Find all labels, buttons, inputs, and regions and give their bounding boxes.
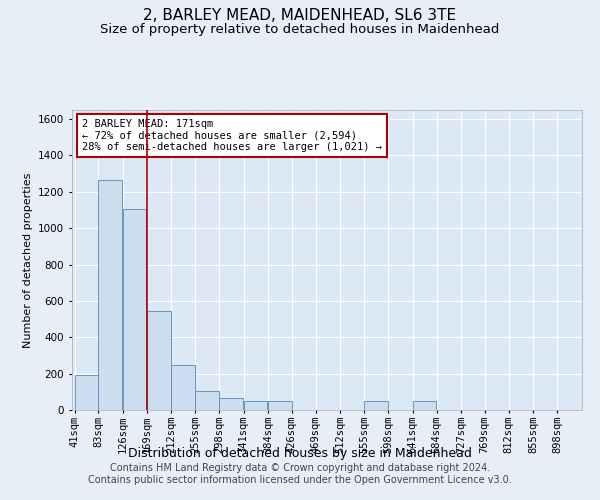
Bar [98, 180, 122, 410]
Bar [413, 401, 436, 410]
Text: Size of property relative to detached houses in Maidenhead: Size of property relative to detached ho… [100, 22, 500, 36]
Text: 2 BARLEY MEAD: 171sqm
← 72% of detached houses are smaller (2,594)
28% of semi-d: 2 BARLEY MEAD: 171sqm ← 72% of detached … [82, 119, 382, 152]
Text: Contains HM Land Registry data © Crown copyright and database right 2024.
Contai: Contains HM Land Registry data © Crown c… [88, 464, 512, 485]
Text: 2, BARLEY MEAD, MAIDENHEAD, SL6 3TE: 2, BARLEY MEAD, MAIDENHEAD, SL6 3TE [143, 8, 457, 22]
Bar [268, 401, 292, 410]
Bar [171, 364, 195, 410]
Y-axis label: Number of detached properties: Number of detached properties [23, 172, 32, 348]
Bar [364, 401, 388, 410]
Text: Distribution of detached houses by size in Maidenhead: Distribution of detached houses by size … [128, 448, 472, 460]
Bar [122, 209, 146, 410]
Bar [220, 398, 243, 410]
Bar [147, 311, 170, 410]
Bar [195, 391, 219, 410]
Bar [75, 376, 98, 410]
Bar [244, 401, 268, 410]
